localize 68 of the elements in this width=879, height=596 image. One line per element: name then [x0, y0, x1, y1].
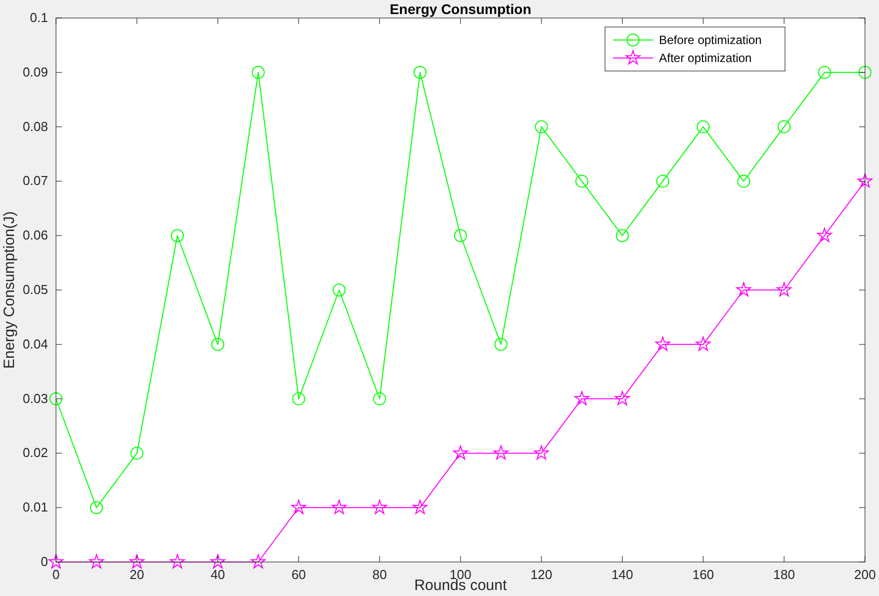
point — [494, 338, 508, 351]
point — [778, 120, 791, 134]
x-tick-label: 140 — [611, 567, 634, 582]
legend-label: After optimization — [659, 51, 752, 65]
point — [292, 392, 306, 406]
chart-title: Energy Consumption — [390, 1, 532, 17]
point — [616, 229, 629, 242]
point — [210, 554, 226, 568]
point — [90, 501, 103, 514]
y-tick-label: 0.03 — [22, 390, 48, 406]
point — [534, 445, 549, 460]
point — [818, 66, 832, 79]
point — [414, 66, 427, 79]
point — [493, 445, 508, 460]
point — [129, 554, 144, 568]
point — [534, 120, 548, 134]
point — [373, 392, 386, 406]
x-tick-label: 0 — [52, 567, 60, 582]
point — [50, 392, 62, 406]
y-tick-label: 0.08 — [22, 118, 48, 134]
x-tick-label: 20 — [130, 567, 144, 582]
point — [412, 500, 428, 514]
point — [454, 229, 467, 242]
x-tick-label: 160 — [692, 567, 714, 582]
point — [858, 66, 872, 79]
legend-label: Before optimization — [659, 33, 762, 47]
point — [696, 120, 710, 134]
x-tick-label: 180 — [773, 567, 795, 582]
point — [575, 174, 588, 188]
x-tick-label: 60 — [291, 567, 306, 582]
x-tick-label: 40 — [210, 567, 226, 582]
y-tick-label: 0 — [40, 554, 48, 569]
y-tick-label: 0.02 — [22, 445, 48, 460]
point — [170, 554, 185, 568]
x-tick-label: 120 — [530, 567, 552, 582]
y-tick-label: 0.09 — [22, 64, 48, 80]
point — [656, 174, 670, 188]
y-tick-label: 0.04 — [22, 336, 48, 352]
point — [574, 390, 590, 406]
point — [332, 284, 346, 296]
point — [776, 282, 792, 296]
point — [252, 66, 265, 79]
y-axis-title: Energy Consumption(J) — [1, 211, 18, 369]
point — [453, 445, 468, 460]
y-tick-label: 0.07 — [22, 173, 48, 188]
point — [250, 554, 266, 568]
point — [291, 500, 306, 514]
point — [858, 173, 872, 188]
point — [372, 500, 388, 514]
point — [211, 338, 224, 351]
point — [332, 500, 347, 514]
x-tick-label: 100 — [450, 567, 472, 582]
y-tick-label: 0.01 — [22, 500, 48, 515]
point — [130, 446, 144, 460]
point — [614, 390, 630, 406]
y-tick-label: 0.1 — [30, 10, 48, 25]
point — [817, 228, 832, 242]
point — [736, 282, 752, 296]
point — [655, 336, 670, 351]
y-tick-label: 0.06 — [22, 228, 48, 243]
point — [170, 229, 184, 242]
x-tick-label: 80 — [372, 567, 387, 582]
y-tick-label: 0.05 — [22, 282, 48, 297]
point — [696, 336, 711, 351]
point — [88, 554, 104, 568]
point — [48, 554, 64, 568]
point — [737, 174, 750, 188]
x-tick-label: 200 — [854, 567, 876, 582]
